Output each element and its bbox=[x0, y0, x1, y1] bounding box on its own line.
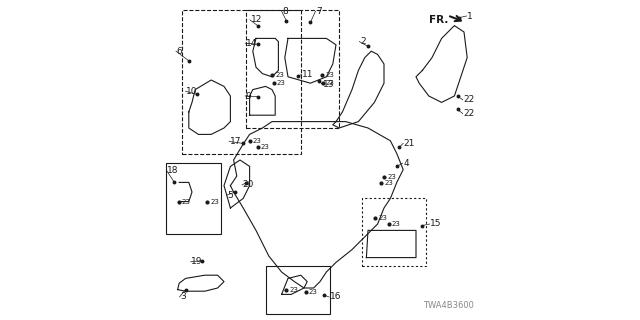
Text: 23: 23 bbox=[261, 144, 269, 149]
Text: 15: 15 bbox=[430, 220, 442, 228]
Text: 4: 4 bbox=[403, 159, 409, 168]
Text: 1: 1 bbox=[467, 12, 473, 20]
Text: 19: 19 bbox=[191, 257, 203, 266]
Text: 17: 17 bbox=[230, 137, 241, 146]
Text: 20: 20 bbox=[243, 180, 254, 189]
Text: 14: 14 bbox=[246, 39, 257, 48]
Text: 23: 23 bbox=[309, 289, 317, 295]
Text: 21: 21 bbox=[404, 139, 415, 148]
Text: 23: 23 bbox=[182, 199, 191, 205]
Text: 7: 7 bbox=[316, 7, 322, 16]
Text: 23: 23 bbox=[275, 72, 284, 78]
Text: 23: 23 bbox=[385, 180, 394, 186]
Text: 23: 23 bbox=[253, 139, 262, 144]
Text: 11: 11 bbox=[302, 70, 314, 79]
Text: 22: 22 bbox=[463, 95, 475, 104]
Text: 18: 18 bbox=[167, 166, 179, 175]
Text: 10: 10 bbox=[186, 87, 198, 96]
Text: 8: 8 bbox=[282, 7, 288, 16]
Text: 23: 23 bbox=[392, 221, 401, 227]
Text: 16: 16 bbox=[330, 292, 341, 301]
Text: FR.: FR. bbox=[429, 15, 448, 25]
Text: 23: 23 bbox=[211, 199, 220, 205]
Text: 9: 9 bbox=[246, 92, 252, 100]
Text: 23: 23 bbox=[290, 287, 298, 292]
Text: 23: 23 bbox=[325, 72, 334, 78]
Text: 3: 3 bbox=[180, 292, 186, 301]
Text: 13: 13 bbox=[323, 80, 335, 89]
Text: 6: 6 bbox=[177, 47, 182, 56]
Text: 23: 23 bbox=[387, 174, 396, 180]
Text: 2: 2 bbox=[360, 37, 365, 46]
Text: 22: 22 bbox=[463, 109, 475, 118]
Text: 12: 12 bbox=[251, 15, 262, 24]
Text: 23: 23 bbox=[378, 215, 387, 220]
Text: 23: 23 bbox=[326, 80, 335, 85]
Text: 23: 23 bbox=[277, 80, 285, 85]
Text: TWA4B3600: TWA4B3600 bbox=[423, 301, 474, 310]
Text: 5: 5 bbox=[227, 191, 233, 200]
